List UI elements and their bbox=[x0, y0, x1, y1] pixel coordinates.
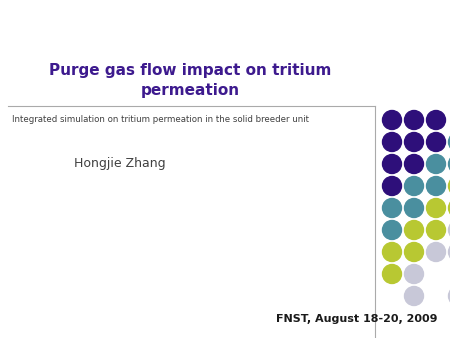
Circle shape bbox=[405, 265, 423, 284]
Circle shape bbox=[382, 111, 401, 129]
Circle shape bbox=[405, 220, 423, 240]
Circle shape bbox=[405, 242, 423, 262]
Text: Purge gas flow impact on tritium: Purge gas flow impact on tritium bbox=[49, 63, 331, 77]
Circle shape bbox=[382, 176, 401, 195]
Circle shape bbox=[449, 198, 450, 217]
Text: Integrated simulation on tritium permeation in the solid breeder unit: Integrated simulation on tritium permeat… bbox=[12, 116, 309, 124]
Circle shape bbox=[427, 242, 446, 262]
Circle shape bbox=[405, 111, 423, 129]
Circle shape bbox=[382, 198, 401, 217]
Circle shape bbox=[405, 176, 423, 195]
Circle shape bbox=[382, 242, 401, 262]
Circle shape bbox=[382, 265, 401, 284]
Circle shape bbox=[449, 154, 450, 173]
Circle shape bbox=[427, 111, 446, 129]
Circle shape bbox=[405, 287, 423, 306]
Circle shape bbox=[449, 176, 450, 195]
Circle shape bbox=[449, 287, 450, 306]
Circle shape bbox=[427, 132, 446, 151]
Circle shape bbox=[449, 242, 450, 262]
Circle shape bbox=[427, 176, 446, 195]
Circle shape bbox=[427, 154, 446, 173]
Text: permeation: permeation bbox=[140, 82, 239, 97]
Circle shape bbox=[405, 132, 423, 151]
Circle shape bbox=[427, 220, 446, 240]
Circle shape bbox=[405, 154, 423, 173]
Circle shape bbox=[427, 198, 446, 217]
Text: FNST, August 18-20, 2009: FNST, August 18-20, 2009 bbox=[276, 314, 438, 324]
Text: Hongjie Zhang: Hongjie Zhang bbox=[74, 156, 166, 169]
Circle shape bbox=[449, 220, 450, 240]
Circle shape bbox=[405, 198, 423, 217]
Circle shape bbox=[382, 132, 401, 151]
Circle shape bbox=[382, 220, 401, 240]
Circle shape bbox=[449, 132, 450, 151]
Circle shape bbox=[382, 154, 401, 173]
